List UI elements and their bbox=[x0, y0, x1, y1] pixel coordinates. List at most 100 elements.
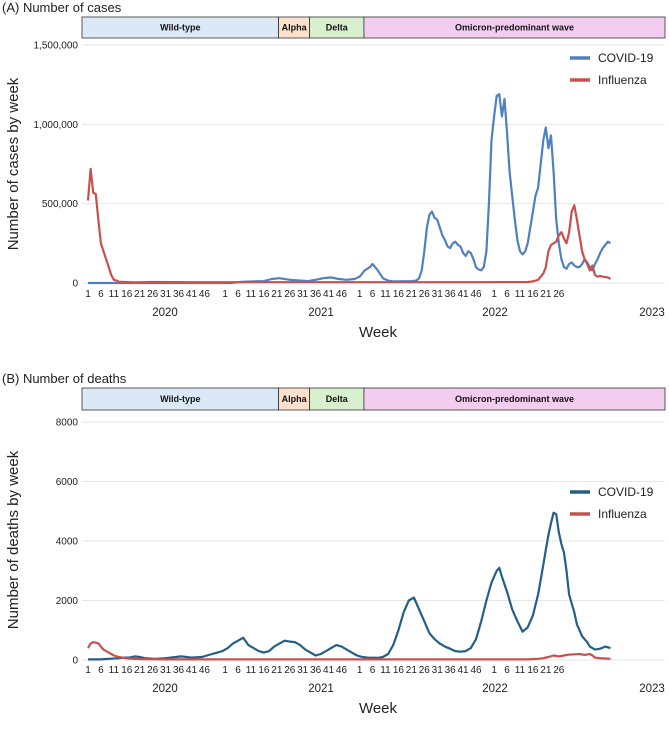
variant-band-label: Delta bbox=[326, 394, 349, 404]
x-tick-label: 36 bbox=[445, 665, 457, 676]
x-tick-label: 46 bbox=[470, 289, 482, 300]
y-tick-label: 2000 bbox=[56, 596, 79, 607]
x-tick-label: 26 bbox=[147, 665, 159, 676]
x-tick-label: 6 bbox=[235, 289, 241, 300]
series-line-influenza bbox=[86, 167, 612, 284]
x-tick-label: 16 bbox=[527, 665, 539, 676]
variant-band bbox=[363, 387, 666, 411]
panel-title: (B) Number of deaths bbox=[2, 371, 127, 386]
panel-deaths: (B) Number of deaths Wild-type Alpha Delta O… bbox=[2, 371, 666, 717]
x-tick-label: 16 bbox=[121, 289, 133, 300]
x-tick-label: 26 bbox=[284, 289, 296, 300]
y-tick-label: 1,500,000 bbox=[34, 41, 79, 52]
variant-band-label: Omicron-predominant wave bbox=[455, 394, 574, 404]
legend-label: Influenza bbox=[598, 507, 647, 521]
x-tick-label: 16 bbox=[393, 289, 405, 300]
y-tick-label: 6000 bbox=[56, 477, 79, 488]
legend-label: Influenza bbox=[598, 73, 647, 87]
x-tick-label: 41 bbox=[458, 665, 470, 676]
y-tick-label: 0 bbox=[72, 279, 78, 290]
x-tick-label: 46 bbox=[470, 665, 482, 676]
x-tick-label: 36 bbox=[310, 665, 322, 676]
x-tick-label: 16 bbox=[258, 289, 270, 300]
x-tick-label: 6 bbox=[504, 665, 510, 676]
x-tick-label: 11 bbox=[515, 289, 526, 300]
series-line-influenza bbox=[87, 641, 611, 661]
y-tick-label: 500,000 bbox=[42, 199, 79, 210]
x-tick-label: 21 bbox=[406, 289, 418, 300]
x-tick-label: 6 bbox=[504, 289, 510, 300]
x-tick-label: 36 bbox=[173, 665, 185, 676]
x-tick-label: 36 bbox=[445, 289, 457, 300]
variant-band-label: Alpha bbox=[282, 23, 308, 33]
x-tick-label: 26 bbox=[147, 289, 159, 300]
x-tick-label: 31 bbox=[160, 289, 172, 300]
x-tick-label: 16 bbox=[393, 665, 405, 676]
year-label: 2022 bbox=[482, 683, 508, 695]
x-tick-label: 41 bbox=[458, 289, 470, 300]
y-tick-label: 4000 bbox=[56, 537, 79, 548]
x-tick-label: 11 bbox=[515, 665, 526, 676]
year-label: 2021 bbox=[308, 307, 334, 319]
x-tick-label: 16 bbox=[258, 665, 270, 676]
x-tick-label: 21 bbox=[540, 289, 552, 300]
x-tick-label: 26 bbox=[419, 289, 431, 300]
x-tick-label: 31 bbox=[160, 665, 172, 676]
year-label: 2022 bbox=[482, 307, 508, 319]
variant-band bbox=[363, 16, 666, 39]
variant-band-label: Wild-type bbox=[160, 394, 200, 404]
legend-label: COVID-19 bbox=[598, 51, 654, 65]
variant-band-label: Wild-type bbox=[160, 23, 200, 33]
x-tick-label: 1 bbox=[357, 665, 363, 676]
x-tick-label: 6 bbox=[370, 665, 376, 676]
x-tick-label: 26 bbox=[284, 665, 296, 676]
year-label: 2023 bbox=[639, 307, 665, 319]
y-axis-title: Number of deaths by week bbox=[5, 450, 22, 629]
variant-band-label: Delta bbox=[326, 23, 349, 33]
x-tick-label: 41 bbox=[186, 665, 198, 676]
x-tick-label: 1 bbox=[222, 289, 228, 300]
y-tick-label: 1,000,000 bbox=[34, 120, 79, 131]
y-tick-label: 0 bbox=[72, 656, 78, 667]
x-tick-label: 21 bbox=[134, 289, 146, 300]
x-tick-label: 46 bbox=[336, 665, 348, 676]
x-tick-label: 1 bbox=[222, 665, 228, 676]
x-tick-label: 1 bbox=[491, 665, 497, 676]
panel-cases: (A) Number of cases Wild-type Alpha Delta Om… bbox=[2, 0, 666, 341]
x-tick-label: 16 bbox=[527, 289, 539, 300]
x-tick-label: 31 bbox=[297, 665, 309, 676]
legend-label: COVID-19 bbox=[598, 485, 654, 499]
x-tick-label: 46 bbox=[199, 665, 211, 676]
x-tick-label: 16 bbox=[121, 665, 133, 676]
x-tick-label: 26 bbox=[553, 289, 565, 300]
series-line-covid-19 bbox=[88, 511, 611, 661]
x-tick-label: 1 bbox=[491, 289, 497, 300]
x-tick-label: 6 bbox=[370, 289, 376, 300]
year-label: 2023 bbox=[639, 683, 665, 695]
x-tick-label: 21 bbox=[540, 665, 552, 676]
x-tick-label: 6 bbox=[235, 665, 241, 676]
x-tick-label: 36 bbox=[173, 289, 185, 300]
variant-band-label: Omicron-predominant wave bbox=[455, 23, 574, 33]
x-tick-label: 21 bbox=[271, 289, 283, 300]
x-tick-label: 46 bbox=[336, 289, 348, 300]
x-tick-label: 11 bbox=[246, 665, 257, 676]
y-tick-label: 8000 bbox=[56, 418, 79, 429]
x-tick-label: 6 bbox=[98, 665, 104, 676]
x-tick-label: 21 bbox=[134, 665, 146, 676]
x-tick-label: 31 bbox=[432, 665, 444, 676]
year-label: 2021 bbox=[308, 683, 334, 695]
x-tick-label: 31 bbox=[432, 289, 444, 300]
year-label: 2020 bbox=[152, 307, 178, 319]
x-tick-label: 11 bbox=[109, 289, 120, 300]
panel-title: (A) Number of cases bbox=[2, 0, 122, 15]
y-axis-title: Number of cases by week bbox=[5, 77, 22, 250]
x-tick-label: 26 bbox=[419, 665, 431, 676]
x-tick-label: 46 bbox=[199, 289, 211, 300]
x-tick-label: 21 bbox=[271, 665, 283, 676]
x-tick-label: 1 bbox=[85, 289, 91, 300]
x-tick-label: 41 bbox=[323, 665, 335, 676]
x-tick-label: 41 bbox=[186, 289, 198, 300]
x-tick-label: 11 bbox=[380, 289, 391, 300]
